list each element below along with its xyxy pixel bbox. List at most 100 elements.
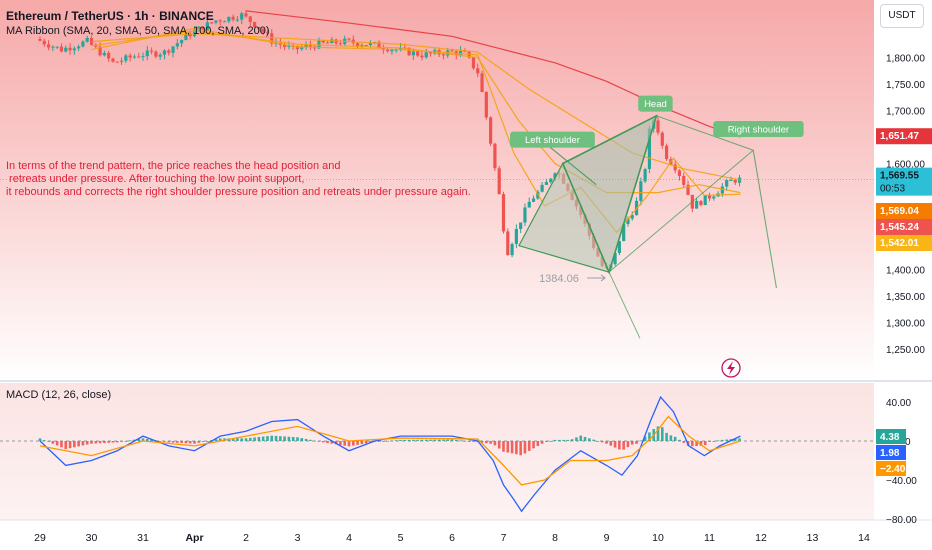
macd-histogram-bar <box>38 438 42 441</box>
candle-body <box>540 184 544 192</box>
macd-histogram-bar <box>433 439 437 441</box>
right-shoulder-line[interactable] <box>656 115 754 151</box>
macd-value-tag: −2.40 <box>880 464 906 475</box>
macd-histogram-bar <box>682 441 686 443</box>
candle-body <box>81 41 85 47</box>
candle-body <box>141 56 145 58</box>
macd-histogram-bar <box>334 441 338 445</box>
candle-body <box>330 39 334 44</box>
candle-body <box>673 164 677 171</box>
macd-histogram-bar <box>309 439 312 441</box>
ma50-price-tag: 1,545.24 <box>880 222 919 233</box>
price-axis-tick: 1,800.00 <box>886 54 925 65</box>
macd-histogram-bar <box>150 439 153 441</box>
candle-body <box>493 143 497 169</box>
macd-histogram-bar <box>197 441 201 443</box>
candle-body <box>51 46 55 48</box>
candle-body <box>424 52 428 58</box>
projection-line[interactable] <box>752 150 777 289</box>
macd-histogram-bar <box>463 440 467 442</box>
last-price-tag-background <box>876 167 932 196</box>
macd-histogram-bar <box>382 441 385 442</box>
ma200-price-tag: 1,651.47 <box>880 131 919 142</box>
macd-histogram-bar <box>635 441 638 444</box>
candle-body <box>390 49 394 52</box>
macd-histogram-bar <box>60 441 63 448</box>
currency-button[interactable]: USDT <box>880 4 924 28</box>
macd-histogram-bar <box>386 440 389 442</box>
macd-histogram-bar <box>489 441 492 444</box>
candle-body <box>497 168 501 195</box>
macd-histogram-bar <box>351 441 355 446</box>
time-axis-tick: 6 <box>449 532 455 544</box>
macd-histogram-bar <box>695 441 698 447</box>
macd-histogram-bar <box>605 441 608 444</box>
time-axis-tick: 30 <box>86 532 98 544</box>
candle-body <box>471 57 476 69</box>
time-axis-tick: 11 <box>704 532 715 544</box>
candle-body <box>450 50 454 52</box>
low-extension-line[interactable] <box>608 271 641 339</box>
candle-body <box>398 47 403 50</box>
ma100-price-tag: 1,569.04 <box>880 206 919 217</box>
head-shoulders-drawing[interactable]: Left shoulder Head Right shoulder 1384.06 <box>510 95 804 339</box>
macd-histogram-bar <box>527 441 531 451</box>
macd-legend[interactable]: MACD (12, 26, close) <box>6 389 112 401</box>
macd-histogram-bar <box>261 436 265 441</box>
candle-body <box>368 42 373 46</box>
macd-histogram-bar <box>158 441 162 442</box>
candle-body <box>428 52 433 54</box>
candle-body <box>501 194 506 232</box>
candle-body <box>124 55 128 61</box>
candle-body <box>364 45 368 47</box>
neckline[interactable] <box>608 149 754 273</box>
candle-body <box>248 16 252 23</box>
macd-histogram-bar <box>583 436 587 441</box>
macd-histogram-bar <box>287 436 291 441</box>
time-axis-tick: 9 <box>604 532 610 544</box>
alert-icon[interactable] <box>721 358 741 378</box>
low-price-arrowhead <box>600 274 606 282</box>
macd-histogram-bar <box>128 440 132 442</box>
last-price-tag: 1,569.55 <box>880 171 919 182</box>
label-left-shoulder[interactable]: Left shoulder <box>525 135 580 146</box>
candle-body <box>519 222 523 230</box>
candle-body <box>240 13 244 20</box>
label-head[interactable]: Head <box>644 99 667 110</box>
candle-body <box>107 52 111 59</box>
macd-histogram-bar <box>472 441 475 442</box>
macd-histogram-bar <box>77 441 80 447</box>
candle-body <box>184 33 188 41</box>
candle-body <box>613 253 617 265</box>
label-right-shoulder[interactable]: Right shoulder <box>728 125 789 136</box>
macd-histogram-bar <box>330 441 334 444</box>
macd-histogram-bar <box>399 439 402 441</box>
candle-body <box>639 181 643 201</box>
macd-histogram-bar <box>502 441 505 452</box>
macd-histogram-bar <box>244 438 248 441</box>
candle-body <box>64 47 68 52</box>
candle-body <box>656 120 660 133</box>
indicator-legend[interactable]: MA Ribbon (SMA, 20, SMA, 50, SMA, 100, S… <box>6 25 270 37</box>
time-axis-tick: 5 <box>398 532 404 544</box>
macd-histogram-bar <box>81 441 85 446</box>
candle-body <box>416 51 420 56</box>
candle-body <box>295 45 300 50</box>
candle-body <box>544 182 549 185</box>
macd-histogram-bar <box>480 441 484 443</box>
macd-histogram-bar <box>442 439 445 441</box>
time-axis-tick: 4 <box>346 532 352 544</box>
macd-histogram-bar <box>485 441 488 444</box>
candle-body <box>231 16 235 20</box>
macd-histogram-bar <box>68 441 72 449</box>
macd-histogram-bar <box>248 437 252 441</box>
head-triangle[interactable] <box>561 114 658 275</box>
macd-histogram-bar <box>321 441 325 443</box>
macd-histogram-bar <box>420 439 424 441</box>
candle-body <box>38 38 42 41</box>
macd-histogram-bar <box>167 441 171 443</box>
left-shoulder-connector <box>546 144 597 186</box>
macd-value-tag: 1.98 <box>880 448 900 459</box>
macd-histogram-bar <box>596 441 600 442</box>
